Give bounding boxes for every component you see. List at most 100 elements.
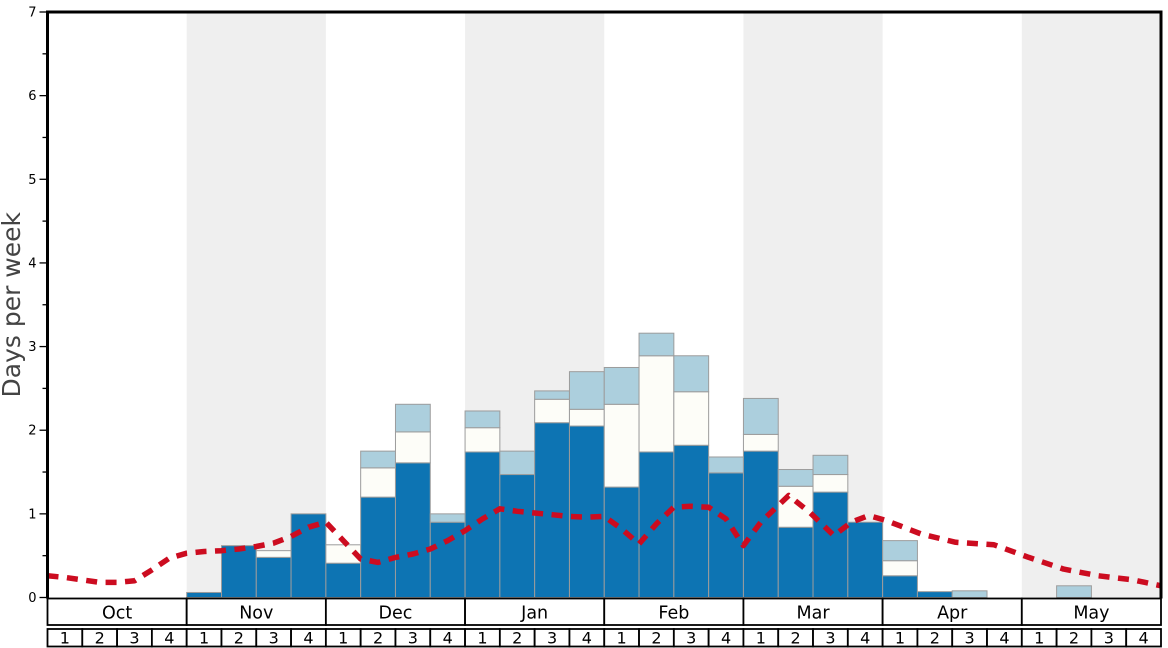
y-tick-label: 6 — [28, 89, 36, 104]
light-blue-segment — [777, 469, 814, 487]
week-label: 1 — [617, 629, 627, 648]
week-label: 3 — [1104, 629, 1114, 648]
dark-blue-segment — [186, 591, 222, 599]
dark-blue-segment — [220, 545, 257, 598]
dark-blue-segment — [290, 513, 327, 598]
week-label: 1 — [199, 629, 209, 648]
white-segment — [603, 403, 640, 488]
month-label: Dec — [379, 604, 413, 624]
dark-blue-segment — [499, 474, 536, 599]
week-label: 3 — [825, 629, 835, 648]
week-label: 2 — [1069, 629, 1079, 648]
dark-blue-segment — [568, 425, 605, 598]
dark-blue-segment — [394, 462, 431, 598]
light-blue-segment — [534, 390, 570, 400]
white-segment — [255, 550, 292, 558]
dark-blue-segment — [673, 444, 710, 598]
light-blue-segment — [464, 410, 501, 429]
y-tick-label: 1 — [28, 507, 36, 522]
dark-blue-segment — [777, 526, 814, 598]
white-segment — [464, 427, 501, 453]
y-tick-label: 4 — [28, 256, 36, 271]
dark-blue-segment — [255, 556, 292, 599]
week-label: 2 — [791, 629, 801, 648]
light-blue-segment — [742, 397, 779, 435]
white-segment — [812, 474, 849, 493]
y-tick-label: 0 — [28, 591, 36, 606]
month-label: Mar — [797, 604, 831, 624]
y-tick-label: 2 — [28, 424, 36, 439]
week-label: 3 — [408, 629, 418, 648]
light-blue-segment — [812, 454, 849, 476]
light-blue-segment — [673, 355, 710, 393]
week-label: 1 — [756, 629, 766, 648]
white-segment — [360, 467, 396, 498]
y-axis-title: Days per week — [0, 211, 26, 397]
white-segment — [882, 560, 918, 577]
week-label: 4 — [1139, 629, 1149, 648]
week-label: 1 — [1034, 629, 1044, 648]
light-blue-segment — [638, 332, 675, 357]
week-label: 2 — [373, 629, 383, 648]
week-label: 4 — [303, 629, 313, 648]
month-label: Nov — [239, 604, 273, 624]
red-dashed-trend-line — [47, 492, 1162, 589]
week-label: 3 — [547, 629, 557, 648]
light-blue-segment — [882, 540, 918, 562]
light-blue-segment — [394, 403, 431, 433]
y-tick-label: 3 — [28, 340, 36, 355]
month-cell — [46, 597, 188, 626]
month-label: Jan — [520, 604, 548, 624]
white-segment — [777, 485, 814, 528]
light-blue-segment — [603, 366, 640, 405]
week-label: 4 — [860, 629, 870, 648]
week-label: 4 — [999, 629, 1009, 648]
week-label: 1 — [895, 629, 905, 648]
light-blue-segment — [568, 371, 605, 410]
week-label: 2 — [512, 629, 522, 648]
dark-blue-segment — [325, 562, 362, 598]
week-label: 3 — [129, 629, 139, 648]
week-cell — [1125, 628, 1162, 648]
month-label: Oct — [102, 604, 132, 624]
month-band — [186, 12, 326, 598]
week-label: 2 — [234, 629, 244, 648]
white-segment — [568, 408, 605, 427]
month-label: May — [1073, 604, 1109, 624]
white-segment — [638, 355, 675, 453]
dark-blue-segment — [464, 451, 501, 598]
week-label: 2 — [930, 629, 940, 648]
white-segment — [673, 391, 710, 446]
dark-blue-segment — [534, 422, 570, 598]
week-label: 3 — [269, 629, 279, 648]
month-label: Feb — [658, 604, 689, 624]
week-label: 2 — [651, 629, 661, 648]
dark-blue-segment — [812, 491, 849, 598]
week-label: 4 — [164, 629, 174, 648]
month-cell — [1020, 597, 1162, 626]
week-label: 3 — [686, 629, 696, 648]
light-blue-segment — [499, 450, 536, 476]
dark-blue-segment — [847, 521, 884, 599]
month-cell — [185, 597, 327, 626]
dark-blue-segment — [882, 575, 918, 599]
week-label: 1 — [60, 629, 70, 648]
light-blue-segment — [429, 513, 466, 523]
light-blue-segment — [1056, 585, 1092, 598]
dark-blue-segment — [603, 486, 640, 598]
week-label: 3 — [965, 629, 975, 648]
light-blue-segment — [708, 456, 744, 474]
white-segment — [742, 433, 779, 452]
dark-blue-segment — [916, 591, 953, 599]
week-label: 4 — [443, 629, 453, 648]
month-cell — [324, 597, 466, 626]
month-cell — [464, 597, 606, 626]
week-label: 4 — [721, 629, 731, 648]
white-segment — [534, 398, 570, 424]
week-label: 2 — [95, 629, 105, 648]
y-tick-label: 5 — [28, 173, 36, 188]
dark-blue-segment — [429, 521, 466, 599]
week-label: 1 — [338, 629, 348, 648]
